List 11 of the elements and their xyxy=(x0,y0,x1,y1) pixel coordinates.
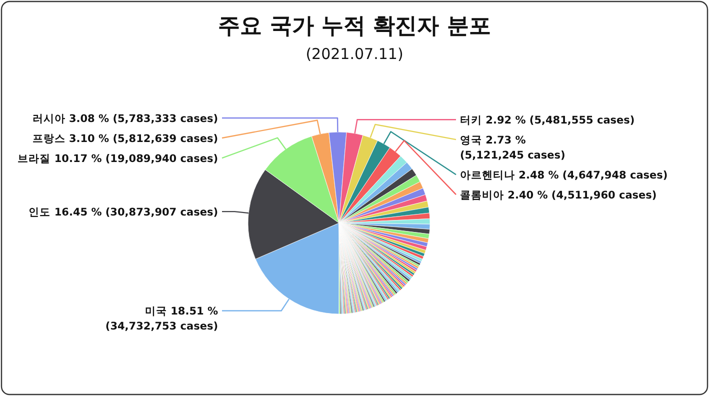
slice-label: 브라질 10.17 % (19,089,940 cases) xyxy=(18,153,218,166)
slice-label: 미국 18.51 % (34,732,753 cases) xyxy=(105,306,218,333)
slice-label: 인도 16.45 % (30,873,907 cases) xyxy=(28,206,218,219)
chart-title: 주요 국가 누적 확진자 분포 xyxy=(218,14,491,39)
slice-label: 터키 2.92 % (5,481,555 cases) xyxy=(460,114,635,127)
slice-label: 아르헨티나 2.48 % (4,647,948 cases) xyxy=(460,170,668,182)
slice-label: 영국 2.73 % (5,121,245 cases) xyxy=(460,134,566,162)
slice-label: 러시아 3.08 % (5,783,333 cases) xyxy=(32,113,218,126)
chart-subtitle: (2021.07.11) xyxy=(306,45,404,63)
slice-label: 프랑스 3.10 % (5,812,639 cases) xyxy=(32,133,218,146)
slice-label: 콜롬비아 2.40 % (4,511,960 cases) xyxy=(460,190,657,202)
